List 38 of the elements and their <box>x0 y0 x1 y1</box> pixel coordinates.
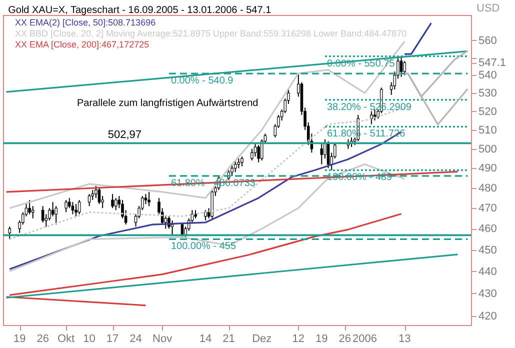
x-tick-label: 26 <box>338 333 351 345</box>
y-tick-label: 540 <box>478 70 497 82</box>
y-tick-label: 500 <box>478 143 497 156</box>
x-tick-label: 19 <box>316 333 328 345</box>
y-tick-label: 560 <box>478 34 497 47</box>
y-tick-label: 490 <box>478 162 497 175</box>
y-tick-label: 450 <box>478 244 497 256</box>
y-tick-label: 480 <box>478 182 497 194</box>
x-tick-label: Okt <box>58 333 75 345</box>
chart-title: Gold XAU=X, Tageschart - 16.09.2005 - 13.01.2006 - 547.1 <box>8 5 272 16</box>
y-tick-label: 530 <box>478 88 497 100</box>
x-tick-label: 21 <box>222 333 235 345</box>
x-tick-label: 19 <box>13 333 26 345</box>
ref-line-label: 502,97 <box>108 129 142 142</box>
y-tick-label: 430 <box>478 288 497 300</box>
y-tick-label: 510 <box>478 124 497 136</box>
x-tick-label: Dez <box>252 333 272 345</box>
x-tick-label: 13 <box>398 333 411 345</box>
x-tick-label: 2006 <box>352 333 378 345</box>
y-tick-label: 547.1 <box>478 57 506 70</box>
y-tick-label: 460 <box>478 223 497 236</box>
x-tick-label: Nov <box>152 333 173 345</box>
text: XX EMA [Close, 200]:467,172725 <box>15 40 150 50</box>
x-tick-label: 10 <box>83 333 96 345</box>
x-tick-label: 17 <box>106 333 119 345</box>
x-tick-label: 12 <box>292 333 305 345</box>
x-tick-label: 24 <box>130 333 142 345</box>
annotation: Parallele zum langfristigen Aufwärtstrend <box>77 98 258 109</box>
x-tick-label: 14 <box>199 333 212 345</box>
y-axis-title: USD <box>476 2 500 14</box>
y-tick-label: 420 <box>478 310 497 322</box>
annotation: 100.00% - 455 <box>170 241 236 252</box>
x-tick-label: 26 <box>36 333 49 345</box>
annotation: 0.00% - 540.9 <box>170 76 234 87</box>
y-tick-label: 440 <box>478 266 497 278</box>
y-tick-label: 470 <box>478 202 497 215</box>
y-tick-label: 520 <box>478 106 497 118</box>
text: XX EMA(2) [Close, 50]:508.713696 <box>15 18 156 28</box>
